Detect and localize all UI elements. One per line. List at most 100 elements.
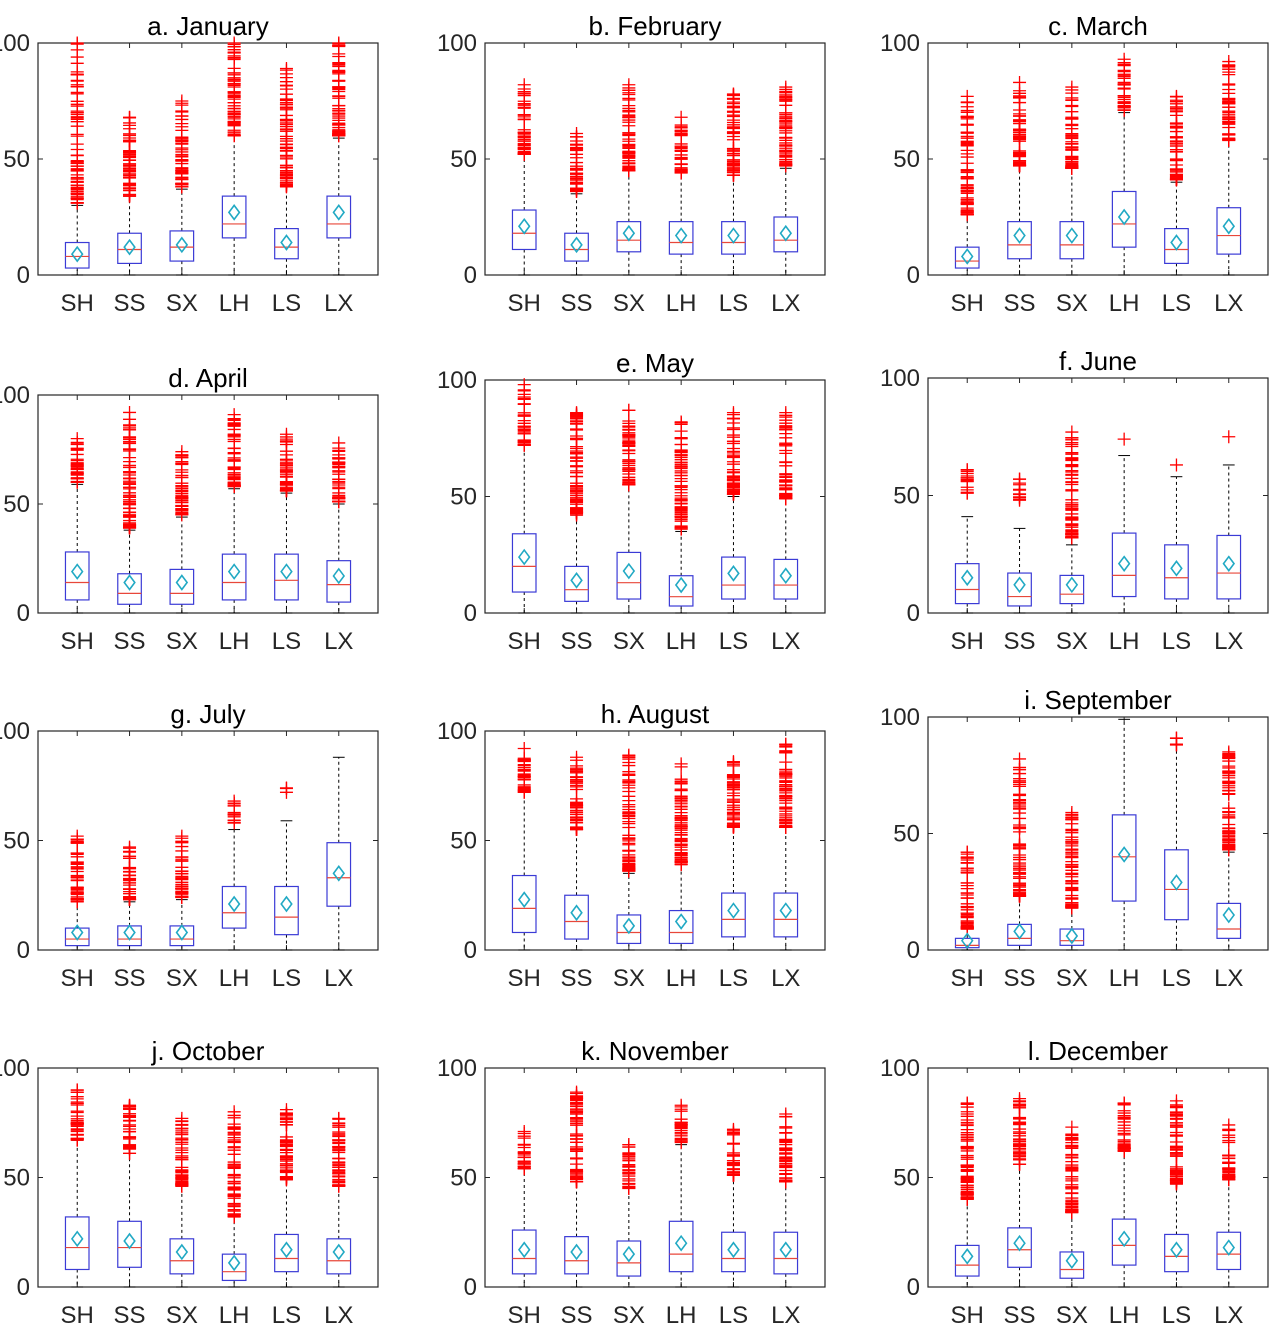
outlier-marker — [779, 88, 793, 102]
outliers — [570, 1085, 584, 1189]
outliers — [779, 80, 793, 173]
mean-marker — [570, 572, 583, 589]
outlier-marker — [674, 460, 688, 474]
mean-marker — [1170, 874, 1183, 891]
outlier-marker — [960, 911, 974, 925]
outliers — [1222, 430, 1236, 444]
outlier-marker — [123, 505, 137, 519]
outlier-marker — [332, 81, 346, 95]
iqr-box — [954, 246, 980, 269]
outliers — [960, 1096, 974, 1206]
outliers — [1169, 89, 1183, 187]
iqr-box — [117, 1220, 142, 1268]
outlier-marker — [960, 117, 974, 131]
outlier-marker — [279, 434, 293, 448]
outlier-marker — [779, 467, 793, 481]
iqr-box — [64, 551, 90, 601]
category-label: LS — [719, 965, 748, 992]
category-label: SH — [951, 965, 984, 992]
category-label: LH — [666, 290, 697, 317]
mean-marker — [1013, 923, 1026, 940]
iqr-box — [1216, 534, 1242, 600]
outlier-marker — [70, 869, 84, 883]
category-label: SX — [613, 965, 645, 992]
outliers — [674, 110, 688, 180]
outliers — [960, 845, 974, 936]
outlier-marker — [70, 127, 84, 141]
iqr-box — [773, 892, 799, 938]
outliers — [726, 87, 740, 182]
y-tick-label: 50 — [3, 491, 30, 518]
mean-marker — [175, 924, 189, 941]
outlier-marker — [570, 181, 584, 195]
outliers — [279, 62, 293, 194]
outlier-marker — [726, 113, 740, 127]
panel-title: c. March — [1048, 11, 1148, 41]
outliers — [726, 406, 740, 501]
outlier-marker — [175, 1143, 189, 1157]
outlier-marker — [123, 442, 137, 456]
category-label: SH — [951, 290, 984, 317]
y-tick-label: 50 — [450, 828, 477, 855]
iqr-box — [1216, 902, 1242, 939]
outliers — [1065, 425, 1079, 545]
outlier-marker — [332, 472, 346, 486]
category-label: SX — [166, 1302, 198, 1329]
category-label: LS — [272, 1302, 301, 1329]
outlier-marker — [1013, 130, 1027, 144]
category-label: SH — [508, 290, 541, 317]
outlier-marker — [70, 73, 84, 87]
outlier-marker — [960, 171, 974, 185]
outliers — [517, 378, 531, 452]
mean-marker — [332, 865, 346, 882]
outlier-marker — [726, 1168, 740, 1182]
outlier-marker — [279, 782, 293, 796]
outliers — [175, 829, 189, 904]
outlier-marker — [570, 483, 584, 497]
outlier-marker — [517, 773, 531, 787]
y-tick-label: 50 — [450, 484, 477, 511]
outlier-marker — [332, 126, 346, 140]
outlier-marker — [70, 156, 84, 170]
iqr-box — [773, 1231, 799, 1275]
outliers — [123, 1098, 137, 1160]
category-label: SX — [613, 1302, 645, 1329]
panel-title: g. July — [170, 699, 245, 729]
category-label: SH — [61, 965, 94, 992]
category-label: LS — [719, 628, 748, 655]
panel-title: f. June — [1059, 346, 1137, 376]
mean-marker — [1065, 1252, 1079, 1270]
outlier-marker — [570, 1090, 584, 1104]
y-tick-label: 0 — [907, 600, 920, 627]
outlier-marker — [227, 115, 241, 129]
outliers — [279, 1103, 293, 1187]
iqr-box — [616, 551, 642, 600]
iqr-box — [1007, 221, 1032, 260]
iqr-box — [564, 565, 589, 602]
panel-10: j. October 0 50 100 SH SS SX LH LS LX — [0, 1036, 379, 1329]
y-tick-label: 0 — [464, 1274, 477, 1301]
mean-marker — [622, 562, 636, 580]
outlier-marker — [622, 860, 636, 874]
outliers — [1222, 745, 1236, 857]
outlier-marker — [70, 1085, 84, 1099]
category-label: SS — [561, 1302, 593, 1329]
iqr-box — [511, 1229, 537, 1275]
mean-marker — [280, 563, 293, 580]
outlier-marker — [123, 1132, 137, 1146]
outliers — [622, 403, 636, 492]
outliers — [622, 1138, 636, 1195]
outlier-marker — [227, 92, 241, 106]
y-tick-label: 100 — [880, 365, 920, 392]
outliers — [175, 1111, 189, 1193]
mean-marker — [570, 1243, 583, 1261]
category-label: SH — [61, 290, 94, 317]
iqr-box — [1164, 849, 1189, 921]
outlier-marker — [175, 449, 189, 463]
outlier-marker — [570, 1163, 584, 1177]
category-label: SX — [1056, 1302, 1088, 1329]
panel-title: l. December — [1028, 1036, 1168, 1066]
outlier-marker — [1222, 127, 1236, 141]
outlier-marker — [227, 1108, 241, 1122]
outlier-marker — [1169, 731, 1183, 745]
